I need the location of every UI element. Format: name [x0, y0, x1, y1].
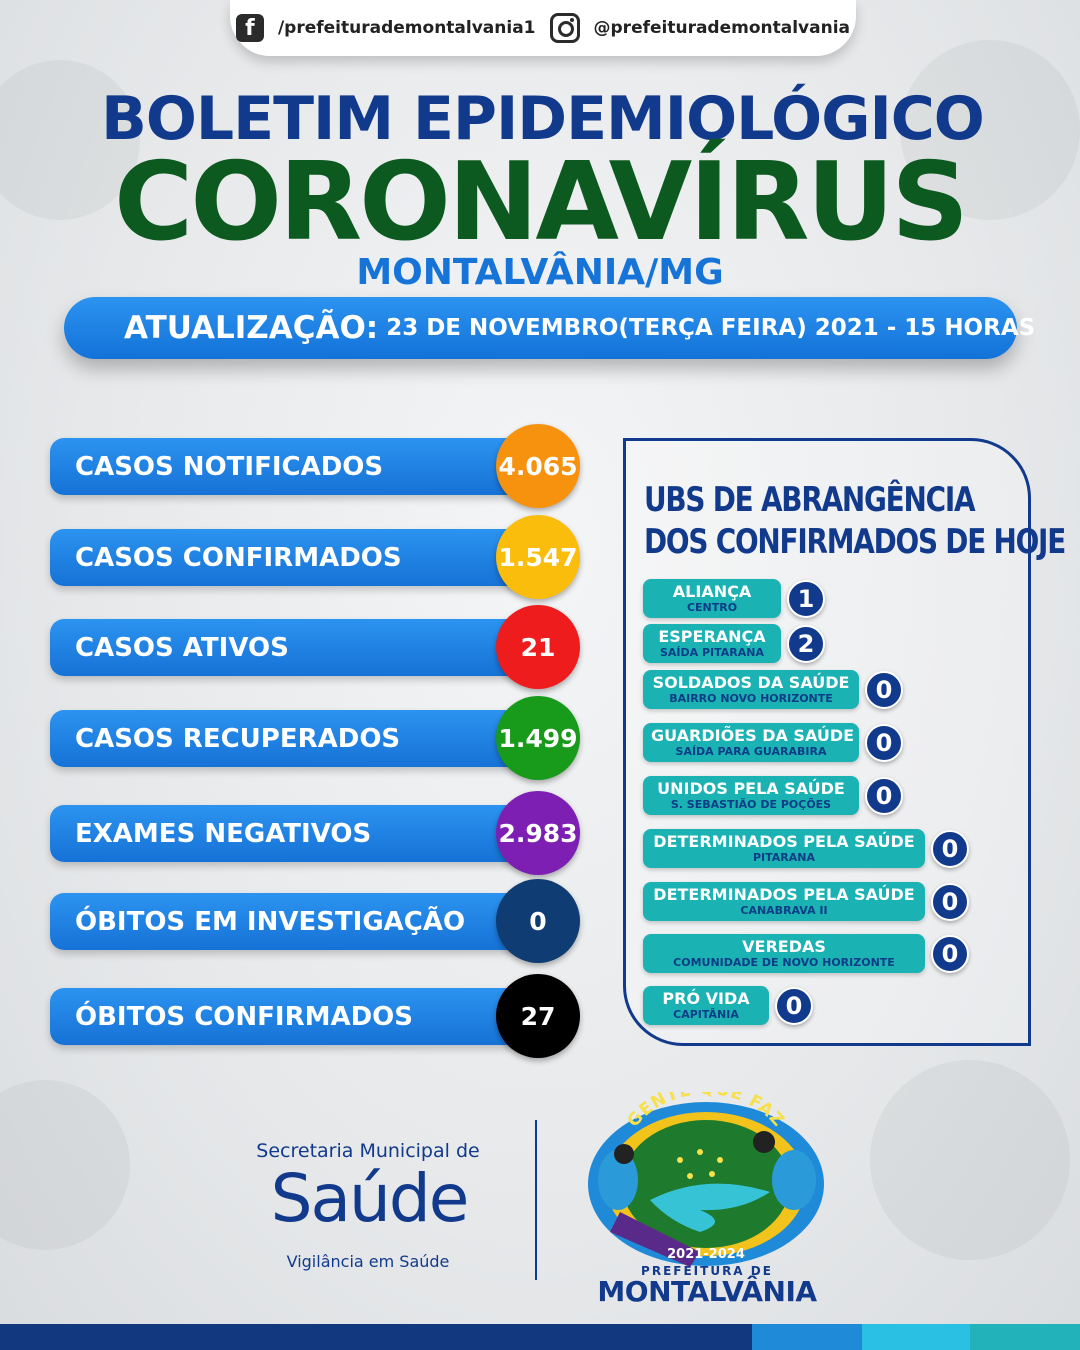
stat-value: 4.065	[496, 424, 580, 508]
stat-value: 1.547	[496, 515, 580, 599]
city-title: MONTALVÂNIA/MG	[356, 252, 724, 293]
virus-decoration	[900, 40, 1080, 220]
update-label: ATUALIZAÇÃO:	[124, 310, 379, 346]
logo-caption-line2: MONTALVÂNIA	[597, 1275, 817, 1308]
ubs-count: 0	[931, 934, 969, 973]
social-bar: f /prefeiturademontalvania1 @prefeiturad…	[230, 0, 856, 56]
stat-value: 21	[496, 605, 580, 689]
stat-exames-negativos: EXAMES NEGATIVOS 2.983	[50, 791, 580, 875]
ubs-box: GUARDIÕES DA SAÚDE SAÍDA PARA GUARABIRA	[643, 723, 859, 762]
ubs-sub: PITARANA	[752, 851, 816, 864]
stat-label: CASOS NOTIFICADOS	[50, 438, 540, 495]
stat-label: CASOS CONFIRMADOS	[50, 529, 540, 586]
stat-label: ÓBITOS CONFIRMADOS	[50, 988, 540, 1045]
instagram-handle[interactable]: @prefeiturademontalvania	[593, 18, 851, 38]
stat-casos-recuperados: CASOS RECUPERADOS 1.499	[50, 696, 580, 780]
stat-casos-notificados: CASOS NOTIFICADOS 4.065	[50, 424, 580, 508]
logo-years: 2021-2024	[667, 1247, 745, 1262]
ubs-sub: CAPITÂNIA	[673, 1008, 739, 1021]
ubs-item: SOLDADOS DA SAÚDE BAIRRO NOVO HORIZONTE …	[643, 670, 903, 709]
ubs-count: 0	[931, 829, 969, 868]
logo-caption-line1: PREFEITURA DE	[641, 1264, 773, 1278]
ubs-panel: UBS DE ABRANGÊNCIA DOS CONFIRMADOS DE HO…	[623, 438, 1066, 1046]
ubs-name: UNIDOS PELA SAÚDE	[657, 779, 845, 798]
ubs-name: VEREDAS	[742, 937, 826, 956]
ubs-box: DETERMINADOS PELA SAÚDE PITARANA	[643, 829, 925, 868]
stat-value: 27	[496, 974, 580, 1058]
ubs-sub: COMUNIDADE DE NOVO HORIZONTE	[673, 956, 895, 969]
strip-segment	[970, 1324, 1080, 1350]
stat-value: 0	[496, 879, 580, 963]
ubs-sub: SAÍDA PARA GUARABIRA	[675, 745, 827, 758]
logo-caption: PREFEITURA DE MONTALVÂNIA	[582, 1264, 832, 1306]
ubs-sub: CANABRAVA II	[740, 904, 828, 917]
stat-label: CASOS ATIVOS	[50, 619, 540, 676]
ubs-box: SOLDADOS DA SAÚDE BAIRRO NOVO HORIZONTE	[643, 670, 859, 709]
ubs-item: ESPERANÇA SAÍDA PITARANA 2	[643, 624, 825, 663]
ubs-sub: CENTRO	[686, 601, 738, 614]
facebook-icon: f	[235, 14, 264, 42]
strip-segment	[862, 1324, 970, 1350]
ubs-sub: SAÍDA PITARANA	[659, 646, 765, 659]
ubs-box: VEREDAS COMUNIDADE DE NOVO HORIZONTE	[643, 934, 925, 973]
stat-value: 2.983	[496, 791, 580, 875]
ubs-count: 0	[775, 986, 813, 1025]
strip-segment	[752, 1324, 862, 1350]
stat-label: EXAMES NEGATIVOS	[50, 805, 540, 862]
secretaria-line3: Vigilância em Saúde	[286, 1252, 450, 1271]
ubs-item: GUARDIÕES DA SAÚDE SAÍDA PARA GUARABIRA …	[643, 723, 903, 762]
bottom-strip	[0, 1324, 1080, 1350]
ubs-box: PRÓ VIDA CAPITÂNIA	[643, 986, 769, 1025]
facebook-handle[interactable]: /prefeiturademontalvania1	[277, 18, 536, 38]
coronavirus-title: CORONAVÍRUS	[113, 140, 969, 265]
stat-label: ÓBITOS EM INVESTIGAÇÃO	[50, 893, 540, 950]
bulletin-title: BOLETIM EPIDEMIOLÓGICO	[101, 84, 985, 154]
stat-casos-confirmados: CASOS CONFIRMADOS 1.547	[50, 515, 580, 599]
ubs-item: VEREDAS COMUNIDADE DE NOVO HORIZONTE 0	[643, 934, 969, 973]
ubs-title-line1: UBS DE ABRANGÊNCIA	[644, 480, 976, 520]
ubs-item: ALIANÇA CENTRO 1	[643, 579, 825, 618]
ubs-box: ALIANÇA CENTRO	[643, 579, 781, 618]
ubs-box: UNIDOS PELA SAÚDE S. SEBASTIÃO DE POÇÕES	[643, 776, 859, 815]
strip-segment	[0, 1324, 752, 1350]
stat-label: CASOS RECUPERADOS	[50, 710, 540, 767]
stat-casos-ativos: CASOS ATIVOS 21	[50, 605, 580, 689]
ubs-item: DETERMINADOS PELA SAÚDE CANABRAVA II 0	[643, 882, 969, 921]
update-bar: ATUALIZAÇÃO: 23 DE NOVEMBRO(TERÇA FEIRA)…	[64, 297, 1035, 359]
ubs-box: DETERMINADOS PELA SAÚDE CANABRAVA II	[643, 882, 925, 921]
ubs-count: 1	[787, 579, 825, 618]
ubs-name: PRÓ VIDA	[662, 989, 750, 1008]
ubs-box: ESPERANÇA SAÍDA PITARANA	[643, 624, 781, 663]
ubs-name: SOLDADOS DA SAÚDE	[652, 673, 850, 692]
ubs-name: GUARDIÕES DA SAÚDE	[651, 726, 855, 745]
secretaria-line1: Secretaria Municipal de	[256, 1140, 480, 1162]
ubs-name: DETERMINADOS PELA SAÚDE	[653, 885, 915, 904]
ubs-count: 0	[865, 723, 903, 762]
virus-decoration	[870, 1060, 1070, 1260]
ubs-count: 0	[865, 776, 903, 815]
stat-value: 1.499	[496, 696, 580, 780]
ubs-name: ESPERANÇA	[658, 627, 766, 646]
stat-obitos-investigacao: ÓBITOS EM INVESTIGAÇÃO 0	[50, 879, 580, 963]
ubs-title: UBS DE ABRANGÊNCIA DOS CONFIRMADOS DE HO…	[644, 479, 1066, 563]
ubs-title-line2: DOS CONFIRMADOS DE HOJE	[644, 522, 1066, 562]
ubs-item: UNIDOS PELA SAÚDE S. SEBASTIÃO DE POÇÕES…	[643, 776, 903, 815]
ubs-sub: S. SEBASTIÃO DE POÇÕES	[670, 798, 832, 811]
update-value: 23 DE NOVEMBRO(TERÇA FEIRA) 2021 - 15 HO…	[386, 315, 1036, 341]
footer-divider	[535, 1120, 537, 1280]
ubs-sub: BAIRRO NOVO HORIZONTE	[669, 692, 833, 705]
virus-decoration	[0, 1080, 130, 1250]
instagram-icon	[549, 13, 580, 43]
ubs-item: PRÓ VIDA CAPITÂNIA 0	[643, 986, 813, 1025]
stat-obitos-confirmados: ÓBITOS CONFIRMADOS 27	[50, 974, 580, 1058]
ubs-item: DETERMINADOS PELA SAÚDE PITARANA 0	[643, 829, 969, 868]
ubs-count: 0	[865, 670, 903, 709]
ubs-name: ALIANÇA	[672, 582, 752, 601]
ubs-count: 0	[931, 882, 969, 921]
ubs-count: 2	[787, 624, 825, 663]
secretaria-saude: Saúde	[270, 1160, 470, 1237]
virus-decoration	[0, 60, 140, 220]
ubs-name: DETERMINADOS PELA SAÚDE	[653, 832, 915, 851]
